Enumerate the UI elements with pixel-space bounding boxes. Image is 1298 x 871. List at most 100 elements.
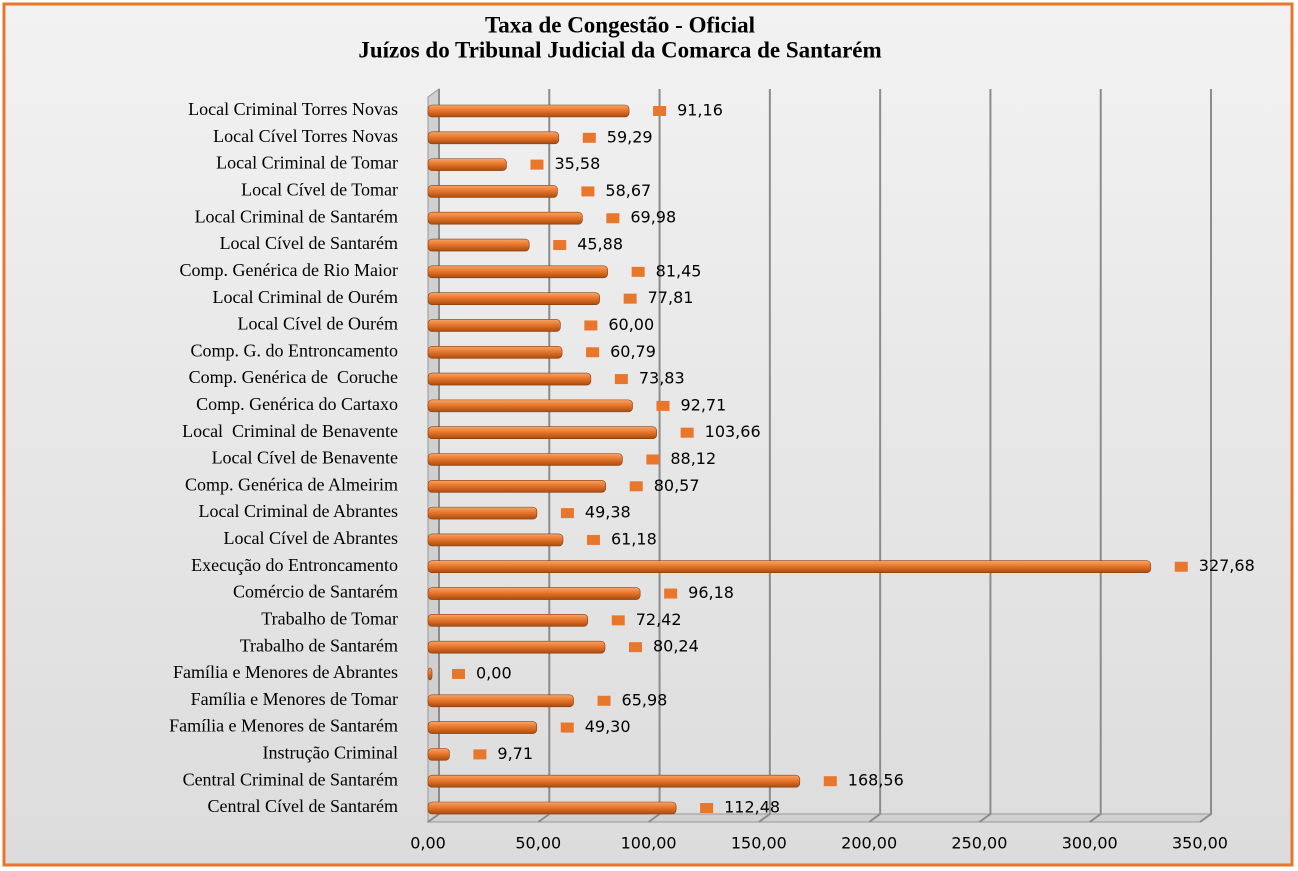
data-label: 59,29	[607, 127, 653, 146]
bar	[427, 292, 600, 305]
bar	[427, 694, 574, 708]
y-tick-label: Local Cível de Benavente	[212, 448, 398, 468]
label-marker	[584, 320, 598, 331]
label-marker	[452, 668, 465, 679]
data-label: 9,71	[497, 744, 533, 763]
bar	[427, 453, 623, 466]
grid-line	[1199, 89, 1212, 823]
data-label: 49,30	[585, 717, 631, 736]
label-marker	[823, 776, 837, 787]
y-tick-label: Comp. Genérica de Almeirim	[185, 474, 398, 494]
label-marker	[628, 642, 642, 653]
grid-line	[758, 89, 771, 823]
bar	[427, 560, 1152, 574]
bar	[427, 319, 561, 332]
y-tick-label: Comp. Genérica do Cartaxo	[196, 394, 398, 414]
x-tick-label: 0,00	[410, 834, 446, 853]
bar	[427, 774, 801, 788]
data-label: 61,18	[611, 529, 657, 548]
label-marker	[680, 427, 694, 438]
grid-line	[1089, 89, 1102, 823]
data-label: 35,58	[554, 154, 600, 173]
label-marker	[581, 186, 595, 197]
data-label: 0,00	[476, 663, 512, 682]
grid-line	[868, 89, 882, 823]
bar	[427, 185, 558, 198]
data-label: 91,16	[677, 101, 723, 120]
y-tick-label: Comp. Genérica de Coruche	[189, 367, 398, 387]
bar	[427, 345, 563, 359]
data-label: 80,57	[654, 476, 700, 495]
bar	[427, 721, 538, 734]
bar	[427, 265, 608, 279]
y-tick-label: Local Cível Torres Novas	[213, 126, 398, 146]
y-tick-label: Comp. Genérica de Rio Maior	[180, 260, 398, 280]
chart-title: Taxa de Congestão - Oficial	[485, 12, 755, 37]
data-label: 60,00	[608, 315, 654, 334]
bar	[427, 667, 433, 681]
bar	[427, 801, 677, 815]
label-marker	[611, 615, 625, 626]
label-marker	[1174, 561, 1188, 572]
y-tick-label: Central Criminal de Santarém	[183, 769, 398, 789]
x-tick-label: 200,00	[841, 834, 897, 853]
y-tick-label: Local Cível de Ourém	[238, 314, 398, 334]
y-tick-label: Local Criminal Torres Novas	[188, 99, 398, 119]
bar	[427, 131, 560, 145]
label-marker	[560, 722, 574, 733]
label-marker	[700, 803, 714, 813]
data-label: 49,38	[585, 503, 631, 522]
y-tick-label: Comp. G. do Entroncamento	[191, 340, 398, 360]
data-label: 69,98	[630, 208, 676, 227]
x-tick-label: 50,00	[515, 834, 561, 853]
bar	[427, 211, 583, 225]
data-label: 168,56	[848, 771, 904, 790]
label-marker	[606, 213, 620, 224]
bar	[427, 748, 450, 761]
y-tick-label: Local Cível de Santarém	[220, 233, 398, 253]
x-tick-label: 250,00	[951, 834, 1007, 853]
bar	[427, 399, 633, 413]
bar	[427, 372, 592, 386]
data-label: 73,83	[639, 369, 685, 388]
y-tick-label: Trabalho de Tomar	[261, 608, 398, 628]
y-tick-label: Local Criminal de Abrantes	[199, 501, 398, 521]
bar	[427, 587, 641, 600]
label-marker	[560, 508, 574, 519]
label-marker	[629, 481, 643, 492]
y-tick-label: Local Cível de Abrantes	[224, 528, 398, 548]
y-tick-label: Família e Menores de Abrantes	[173, 662, 398, 682]
label-marker	[586, 347, 600, 358]
data-label: 72,42	[636, 610, 682, 629]
label-marker	[656, 400, 670, 411]
data-label: 80,24	[653, 637, 699, 656]
data-label: 77,81	[648, 288, 694, 307]
data-label: 45,88	[577, 235, 623, 254]
x-tick-label: 100,00	[621, 834, 677, 853]
label-marker	[473, 749, 487, 760]
bar	[427, 533, 564, 547]
y-tick-label: Local Criminal de Santarém	[195, 206, 398, 226]
data-label: 58,67	[605, 181, 651, 200]
bar	[427, 238, 530, 252]
data-label: 88,12	[670, 449, 716, 468]
label-marker	[664, 588, 678, 599]
label-marker	[553, 240, 567, 251]
y-tick-label: Família e Menores de Tomar	[191, 689, 398, 709]
y-tick-label: Comércio de Santarém	[233, 582, 398, 602]
grid-line	[978, 89, 992, 823]
label-marker	[530, 159, 544, 170]
label-marker	[597, 695, 611, 706]
label-marker	[653, 106, 667, 116]
bar	[427, 104, 630, 118]
bar	[427, 614, 589, 627]
bar	[427, 480, 607, 493]
bar	[427, 426, 657, 439]
data-label: 112,48	[724, 798, 780, 817]
y-tick-label: Família e Menores de Santarém	[169, 716, 398, 736]
data-label: 92,71	[680, 395, 726, 414]
y-tick-label: Central Cível de Santarém	[208, 796, 398, 816]
x-tick-label: 300,00	[1062, 834, 1118, 853]
